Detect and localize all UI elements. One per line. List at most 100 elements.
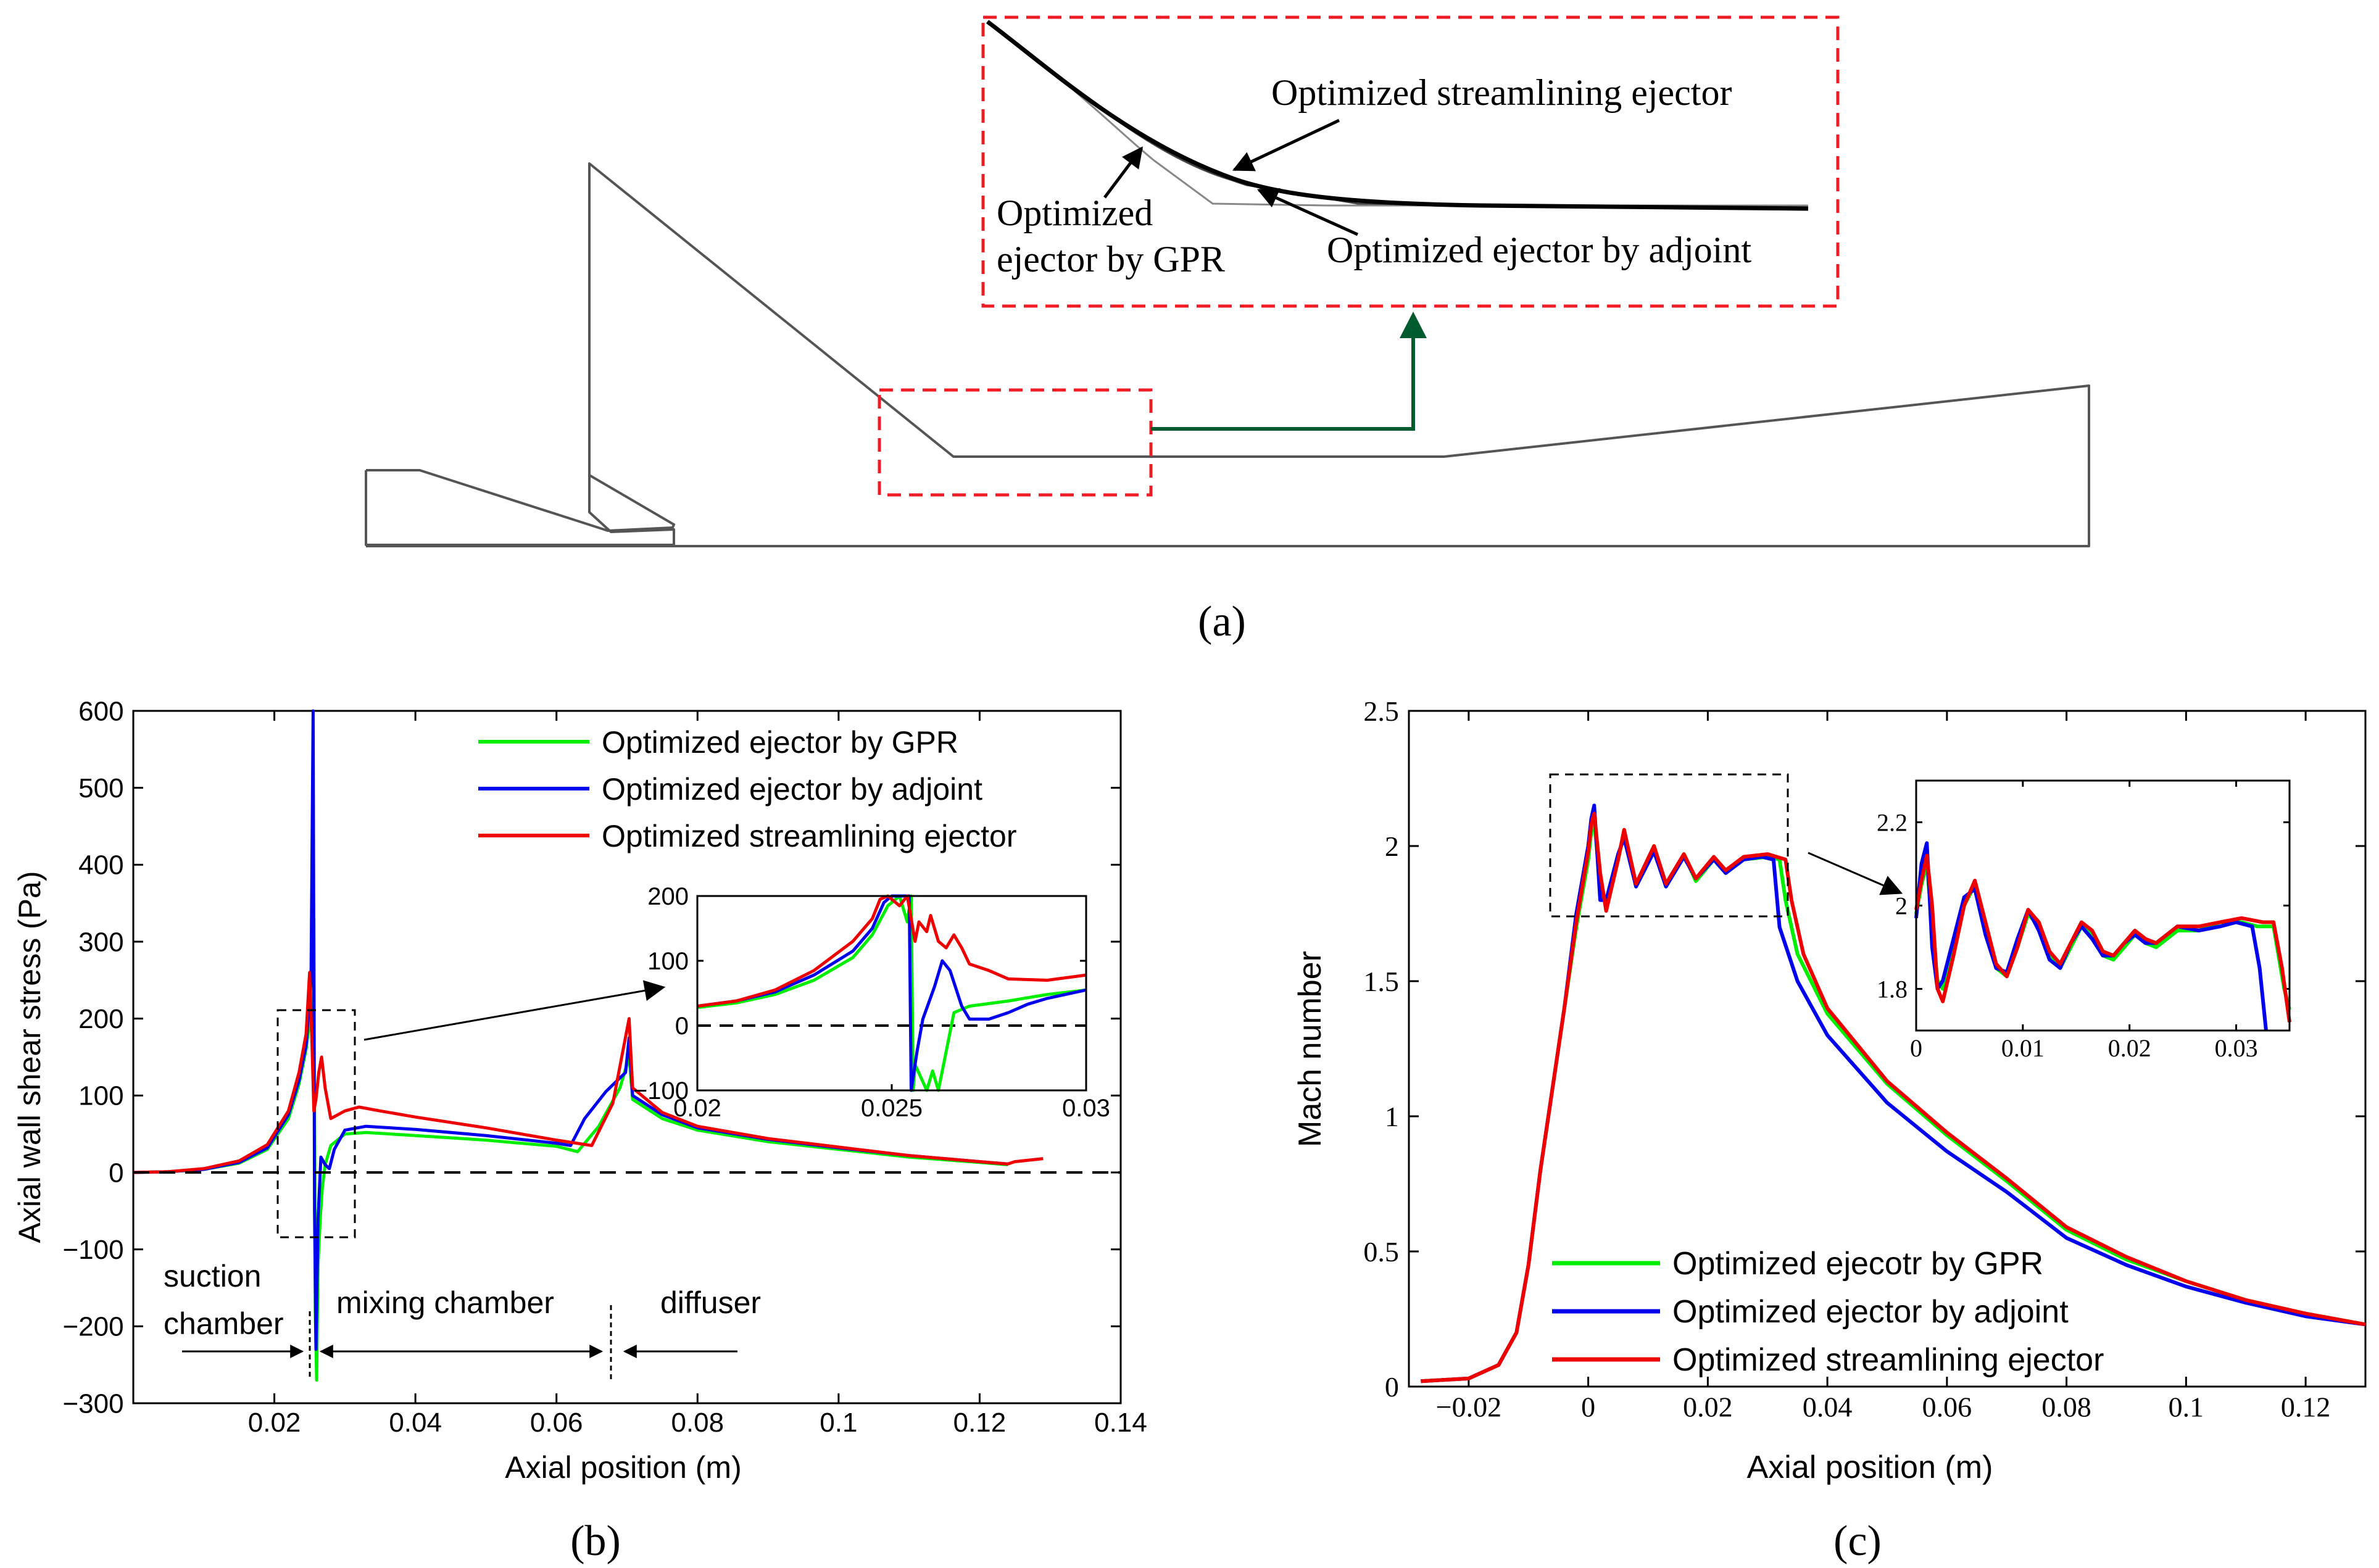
series-line-streamlining (133, 971, 1044, 1174)
x-tick-label: 0.1 (2169, 1391, 2204, 1422)
y-tick-label: −100 (633, 1077, 689, 1105)
arrow-gpr (1103, 146, 1144, 199)
x-tick-label: 0.02 (248, 1408, 301, 1438)
zoom-source-box (878, 388, 1153, 497)
series-line-streamlining (1421, 811, 2366, 1383)
legend-b: Optimized ejector by GPR Optimized eject… (478, 725, 1017, 853)
x-tick-label: 0.02 (2108, 1034, 2151, 1062)
x-tick-label: 0.06 (1922, 1391, 1972, 1422)
plot-c-axes: −0.02 0 0.02 0.04 0.06 0.08 0.1 0.12 0 0.5 1 1.5 2 2.… (1363, 695, 2365, 1422)
arrow-adjoint (1256, 188, 1359, 236)
inset-b-frame (696, 895, 1087, 1092)
x-tick-label: 0.04 (389, 1408, 442, 1438)
x-tick-label: 0 (1581, 1391, 1595, 1422)
zoom-label-gpr-line2: ejector by GPR (997, 239, 1225, 280)
region-label-mixing: mixing chamber (336, 1285, 554, 1320)
x-tick-label: 0.12 (2281, 1391, 2331, 1422)
plot-c-series (1421, 803, 2366, 1383)
inset-b-background (697, 896, 1086, 1090)
panel-a: Optimized streamlining ejector Optimized… (365, 15, 2090, 645)
y-tick-label: 100 (647, 948, 689, 975)
x-tick-label: 0.025 (861, 1095, 923, 1122)
panel-b: 0.02 0.04 0.06 0.08 0.1 0.12 0.14−300−200−1000… (12, 696, 1147, 1565)
x-tick-label: −0.02 (1436, 1391, 1501, 1422)
y-tick-label: −200 (62, 1312, 123, 1342)
plot-b-axes: 0.02 0.04 0.06 0.08 0.1 0.12 0.14−300−200−1000… (62, 696, 1147, 1438)
y-tick-label: 0.5 (1363, 1236, 1399, 1267)
region-label-suction-1: suction (164, 1259, 261, 1293)
series-line-streamlining (697, 894, 1087, 1008)
plot-c-xlabel: Axial position (m) (1747, 1450, 1993, 1485)
y-tick-label: 1.8 (1877, 976, 1908, 1003)
legend-c-label-gpr: Optimized ejecotr by GPR (1672, 1246, 2043, 1282)
region-label-suction-2: chamber (164, 1306, 284, 1341)
ejector-nozzle (366, 469, 676, 533)
zoom-connector-arrow (1151, 338, 1415, 431)
y-tick-label: 100 (78, 1081, 123, 1111)
y-tick-label: 0 (109, 1158, 123, 1188)
inset-b-axes: 0.02 0.025 0.03 −100 0 100 200 (633, 883, 1110, 1122)
x-tick-label: 0.01 (2001, 1034, 2045, 1062)
legend-b-label-streamlining: Optimized streamlining ejector (602, 819, 1017, 853)
x-tick-label: 0.02 (1683, 1391, 1733, 1422)
y-tick-label: 200 (78, 1004, 123, 1034)
y-tick-label: −300 (62, 1388, 123, 1419)
y-tick-label: −100 (62, 1235, 123, 1265)
arrow-streamlining (1232, 118, 1340, 172)
x-tick-label: 0.12 (953, 1408, 1007, 1438)
legend-b-label-gpr: Optimized ejector by GPR (602, 725, 958, 760)
x-tick-label: 0.03 (1062, 1095, 1110, 1122)
plot-b-series (133, 709, 1044, 1382)
x-tick-label: 0.06 (530, 1408, 583, 1438)
plot-c-frame (1408, 710, 2367, 1388)
panel-c-label: (c) (1833, 1517, 1882, 1565)
y-tick-label: 2 (1385, 831, 1399, 862)
series-line-streamlining (1914, 853, 2291, 1023)
inset-c-series (1914, 841, 2291, 1031)
zoom-label-gpr-line1: Optimized (997, 193, 1153, 233)
x-tick-label: 0.1 (820, 1408, 857, 1438)
zoom-arrow-b (363, 980, 666, 1041)
y-tick-label: 1 (1385, 1101, 1399, 1132)
zoom-box-b (276, 1009, 356, 1238)
y-tick-label: 2.2 (1877, 809, 1908, 837)
x-tick-label: 0.08 (671, 1408, 724, 1438)
y-tick-label: 300 (78, 927, 123, 957)
plot-b-ylabel: Axial wall shear stress (Pa) (12, 871, 47, 1243)
plot-b-frame (132, 710, 1122, 1404)
y-tick-label: 600 (78, 696, 123, 726)
y-tick-label: 1.5 (1363, 966, 1399, 997)
zoom-label-streamlining: Optimized streamlining ejector (1271, 72, 1732, 113)
legend-c-label-adjoint: Optimized ejector by adjoint (1672, 1294, 2069, 1330)
x-tick-label: 0.02 (673, 1095, 721, 1122)
series-line-adjoint (133, 709, 1008, 1351)
zoom-box-c (1549, 773, 1789, 918)
y-tick-label: 200 (647, 883, 689, 910)
plot-b-xlabel: Axial position (m) (505, 1450, 741, 1485)
y-tick-label: 400 (78, 850, 123, 881)
legend-c: Optimized ejecotr by GPR Optimized eject… (1552, 1246, 2104, 1378)
x-tick-label: 0.14 (1094, 1408, 1147, 1438)
zoom-profile-streamlining (986, 20, 1809, 211)
region-label-diffuser: diffuser (660, 1285, 761, 1320)
y-tick-label: 0 (675, 1013, 689, 1040)
zoom-detail-box (981, 15, 1840, 308)
legend-b-label-adjoint: Optimized ejector by adjoint (602, 772, 982, 807)
zoom-arrow-head (1400, 312, 1427, 338)
ejector-geometry (365, 162, 2090, 547)
zoom-arrow-c (1808, 852, 1903, 895)
series-line-adjoint (697, 894, 1087, 1092)
legend-c-label-streamlining: Optimized streamlining ejector (1672, 1342, 2104, 1378)
x-tick-label: 0.04 (1803, 1391, 1853, 1422)
x-tick-label: 0.08 (2041, 1391, 2091, 1422)
panel-c: −0.02 0 0.02 0.04 0.06 0.08 0.1 0.12 0 0.5 1 1.5 2 2.… (1292, 695, 2367, 1565)
panel-a-label: (a) (1198, 598, 1246, 645)
y-tick-label: 2 (1895, 892, 1908, 920)
x-tick-label: 0 (1910, 1034, 1922, 1062)
x-tick-label: 0.03 (2215, 1034, 2258, 1062)
inset-c-frame (1915, 779, 2291, 1032)
panel-b-label: (b) (570, 1517, 621, 1565)
plot-c-ylabel: Mach number (1292, 951, 1328, 1147)
y-tick-label: 2.5 (1363, 695, 1399, 727)
